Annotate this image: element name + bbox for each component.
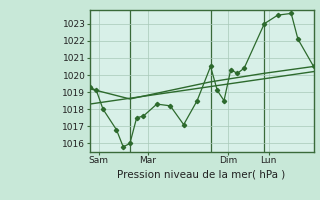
X-axis label: Pression niveau de la mer( hPa ): Pression niveau de la mer( hPa ) [117,169,286,179]
